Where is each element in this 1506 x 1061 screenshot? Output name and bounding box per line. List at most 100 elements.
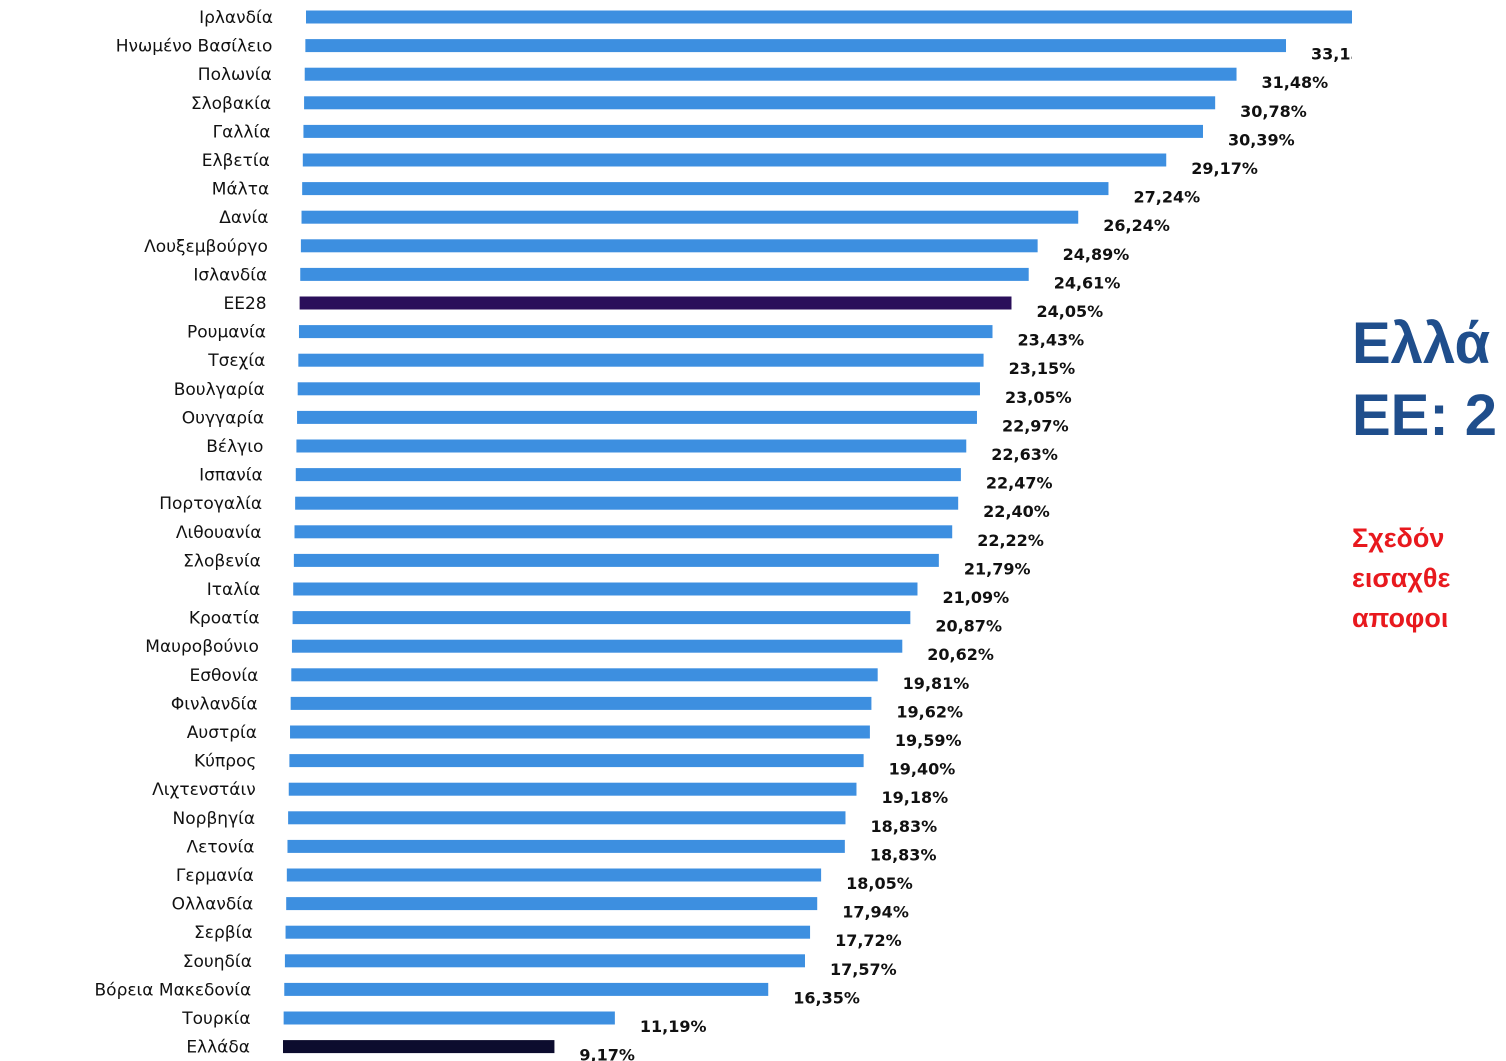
data-label: 29,17% [1191,159,1258,178]
data-label: 19,81% [903,674,970,693]
category-label: Ελλάδα [186,1038,250,1058]
bar [289,754,864,768]
data-label: 20,87% [935,617,1002,636]
bar [293,582,918,596]
bar [287,839,845,853]
slide-note-line-1: Σχεδόν [1352,523,1445,553]
data-label: 24,05% [1036,302,1103,321]
category-label: Αυστρία [187,723,257,743]
slide-note-line-3: αποφοι [1352,603,1449,633]
category-label: Φινλανδία [171,694,258,714]
bar [301,210,1079,224]
bar [293,553,939,567]
category-label: Κροατία [189,609,260,629]
data-label: 19,62% [896,702,963,721]
bar [291,668,878,682]
bar [298,325,993,339]
bar [304,96,1216,110]
data-label: 21,09% [942,588,1009,607]
bar [302,153,1167,167]
slide-title-line-2: ΕΕ: 2 [1352,383,1498,448]
category-label: Σουηδία [183,952,252,972]
category-label: Εσθονία [190,666,259,686]
data-label: 17,72% [835,931,902,950]
category-label: Κύπρος [194,752,256,772]
data-label: 22,22% [977,531,1044,550]
data-label: 21,79% [964,559,1031,578]
bar [299,296,1012,310]
bar [292,611,911,625]
data-label: 18,83% [870,817,937,836]
data-label: 23,43% [1018,331,1085,350]
bar [284,954,805,968]
category-label: Γερμανία [176,866,254,886]
data-label: 33,13% [1311,45,1352,64]
side-text-panel: Ελλά ΕΕ: 2 Σχεδόν εισαχθε αποφοι [1352,0,1506,1061]
data-label: 19,59% [895,731,962,750]
category-label: Λουξεμβούργο [144,237,268,257]
category-label: Τουρκία [181,1009,250,1029]
bar [296,439,967,453]
category-label: Σλοβακία [191,94,271,114]
data-label: 16,35% [793,988,860,1007]
bar [297,382,980,396]
bar [288,782,857,796]
slide-title-line-1: Ελλά [1352,311,1491,376]
bar [295,468,961,482]
data-label: 11,19% [640,1017,707,1036]
category-label: Πορτογαλία [159,494,262,514]
category-label: Σερβία [194,923,253,943]
bar [285,925,811,939]
category-label: Ρουμανία [187,323,266,343]
data-label: 24,89% [1063,245,1130,264]
data-label: 22,63% [991,445,1058,464]
category-label: Μάλτα [212,180,269,200]
data-label: 9,17% [579,1046,635,1061]
data-label: 22,97% [1002,416,1069,435]
data-label: 22,47% [986,474,1053,493]
bar-chart: Ιρλανδία36,35%Ηνωμένο Βασίλειο33,13%Πολω… [95,8,1352,1061]
data-label: 17,57% [830,960,897,979]
category-label: Ιταλία [207,580,260,600]
bar [297,410,977,424]
data-label: 30,39% [1228,130,1295,149]
data-label: 19,18% [881,788,948,807]
category-label: Ηνωμένο Βασίλειο [116,37,273,57]
category-label: Ιρλανδία [199,8,273,28]
category-label: Τσεχία [207,351,265,371]
data-label: 17,94% [842,903,909,922]
slide-note: Σχεδόν εισαχθε αποφοι [1352,518,1450,638]
data-label: 24,61% [1054,273,1121,292]
data-label: 20,62% [927,645,994,664]
bar [303,124,1203,138]
category-label: Πολωνία [198,65,272,85]
category-label: Δανία [219,208,268,228]
category-label: Ελβετία [202,151,270,171]
data-label: 23,05% [1005,388,1072,407]
bar [290,696,872,710]
category-label: Ισλανδία [193,265,267,285]
bar [286,897,818,911]
bar [284,982,769,996]
data-label: 22,40% [983,502,1050,521]
category-label: Μαυροβούνιο [145,637,259,657]
category-label: Ισπανία [199,466,263,486]
category-label: Λιχτενστάιν [152,780,256,800]
data-label: 31,48% [1262,73,1329,92]
category-label: Σλοβενία [183,551,261,571]
bar [304,67,1237,81]
category-label: Ουγγαρία [182,408,264,428]
data-label: 19,40% [889,760,956,779]
slide-note-line-2: εισαχθε [1352,563,1451,593]
bar [290,725,870,739]
bar [283,1040,555,1054]
category-label: Λετονία [187,837,255,857]
category-label: Λιθουανία [176,523,262,543]
data-label: 26,24% [1103,216,1170,235]
bar [288,811,846,825]
data-label: 18,05% [846,874,913,893]
bar [291,639,903,653]
data-label: 27,24% [1133,188,1200,207]
bar [295,496,959,510]
category-label: Βόρεια Μακεδονία [95,980,252,1000]
